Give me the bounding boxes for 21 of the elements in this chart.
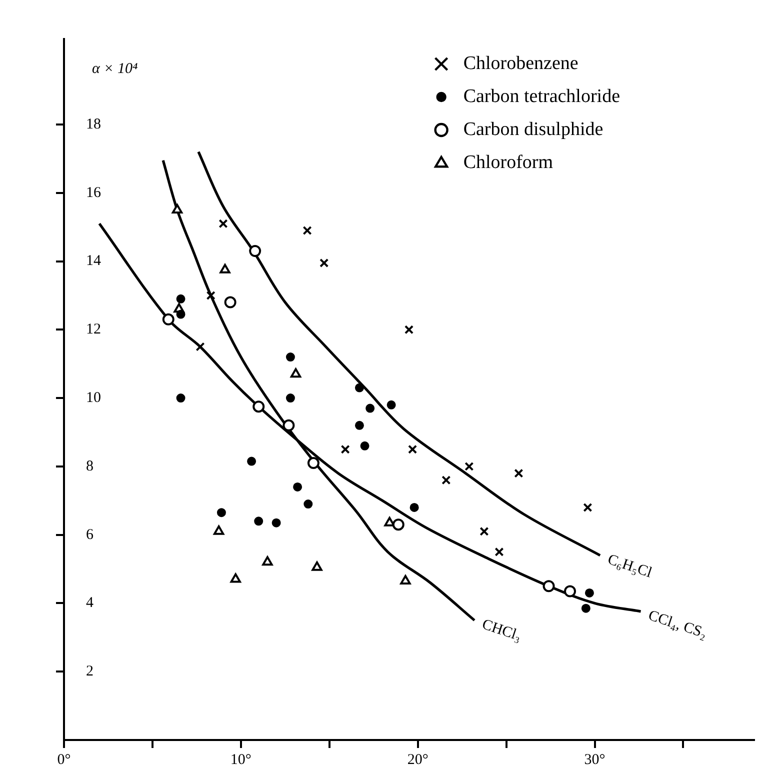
- x-tick-label: 10°: [230, 752, 252, 768]
- y-tick-label: 18: [86, 116, 101, 132]
- y-tick-label: 8: [86, 458, 94, 474]
- legend-label: Chloroform: [463, 152, 554, 173]
- x-tick-label: 30°: [584, 752, 606, 768]
- y-tick-label: 2: [86, 664, 94, 680]
- annotation: CHCl₃: [480, 616, 524, 645]
- x-tick-label: 20°: [407, 752, 428, 768]
- legend-label: Carbon disulphide: [463, 118, 604, 140]
- legend-label: Carbon tetrachloride: [463, 86, 620, 107]
- y-tick-label: 14: [86, 253, 102, 270]
- y-tick-label: 4: [86, 595, 94, 612]
- y-tick-label: 10: [86, 390, 101, 406]
- annotation: CCl₄, CS₂: [646, 608, 709, 642]
- y-axis-title: α × 10⁴: [92, 60, 138, 77]
- y-tick-label: 16: [86, 184, 102, 201]
- annotation: C₆H₅Cl: [606, 552, 654, 582]
- y-tick-label: 6: [86, 526, 94, 543]
- x-tick-label: 0°: [57, 752, 71, 768]
- y-tick-label: 12: [86, 322, 101, 338]
- legend-label: Chlorobenzene: [463, 52, 578, 74]
